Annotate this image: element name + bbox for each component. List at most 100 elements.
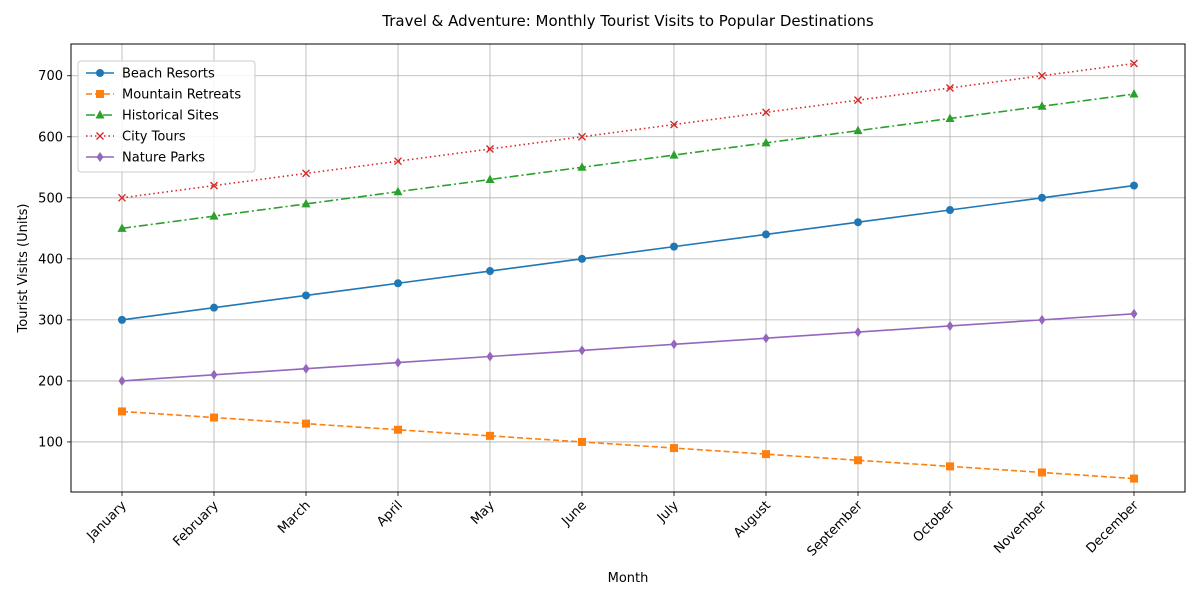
x-tick-label: December <box>1084 498 1143 557</box>
data-point <box>946 320 954 331</box>
data-point <box>209 211 219 220</box>
data-point <box>394 425 402 434</box>
series-line <box>121 184 1135 321</box>
y-axis-label: Tourist Visits (Units) <box>16 204 31 334</box>
x-tick-label: November <box>991 498 1050 557</box>
data-point <box>1038 193 1046 202</box>
data-point <box>394 279 402 288</box>
x-tick-label: July <box>654 498 682 526</box>
data-point <box>578 132 586 141</box>
legend-label: Mountain Retreats <box>122 88 241 103</box>
x-tick-label: March <box>275 498 314 537</box>
data-point <box>393 186 403 196</box>
data-point <box>302 363 310 374</box>
data-point <box>670 444 678 453</box>
legend-entry: Mountain Retreats <box>86 88 241 103</box>
data-point <box>210 303 218 312</box>
series-line <box>121 410 1135 480</box>
data-point <box>762 333 770 344</box>
x-tick-label: April <box>374 498 406 530</box>
data-point <box>486 431 494 440</box>
legend-marker <box>95 110 105 119</box>
data-point <box>761 137 771 147</box>
legend-entry: Nature Parks <box>86 151 205 166</box>
series-line <box>121 93 1135 230</box>
chart-title: Travel & Adventure: Monthly Tourist Visi… <box>381 12 874 30</box>
data-point <box>485 174 495 183</box>
data-point <box>762 230 770 239</box>
data-point <box>1037 101 1047 110</box>
data-point <box>670 339 678 350</box>
legend-marker <box>96 132 104 140</box>
legend-marker <box>96 90 104 98</box>
legend-marker <box>96 152 104 162</box>
data-point <box>302 291 310 300</box>
series-city-tours <box>118 59 1138 202</box>
x-tick-label: June <box>558 498 589 529</box>
x-tick-label: October <box>910 498 958 546</box>
data-point <box>1038 468 1046 477</box>
data-point <box>1130 181 1138 190</box>
data-point <box>118 315 126 324</box>
data-point <box>486 351 494 362</box>
data-point <box>669 150 679 159</box>
x-tick-label: September <box>804 498 866 560</box>
data-point <box>302 419 310 428</box>
legend-label: Historical Sites <box>122 109 219 124</box>
data-point <box>854 327 862 338</box>
data-point <box>394 157 402 166</box>
y-tick-label: 100 <box>38 435 63 450</box>
legend: Beach Resorts Mountain Retreats Historical… <box>77 60 256 173</box>
data-point <box>486 144 494 153</box>
legend-entry: Beach Resorts <box>86 67 215 82</box>
data-point <box>1130 59 1138 68</box>
data-point <box>577 162 587 171</box>
grid <box>71 44 1185 492</box>
data-point <box>1129 89 1139 98</box>
series-lines <box>117 59 1139 483</box>
data-point <box>854 218 862 227</box>
data-point <box>210 369 218 380</box>
plot-area-frame <box>70 43 1186 493</box>
data-point <box>1130 308 1138 319</box>
y-tick-label: 700 <box>38 69 63 84</box>
data-point <box>486 267 494 276</box>
data-point <box>210 413 218 422</box>
data-point <box>118 407 126 416</box>
data-point <box>118 193 126 202</box>
legend-box <box>77 60 256 173</box>
legend-marker <box>96 69 104 77</box>
data-point <box>762 450 770 459</box>
data-point <box>670 120 678 129</box>
data-point <box>854 456 862 465</box>
legend-entry: City Tours <box>86 130 186 145</box>
data-point <box>1130 474 1138 483</box>
data-point <box>578 254 586 263</box>
x-tick-label: May <box>468 498 498 528</box>
data-point <box>946 206 954 215</box>
y-tick-label: 600 <box>38 130 63 145</box>
series-beach-resorts <box>118 181 1138 324</box>
data-point <box>853 125 863 135</box>
x-tick-label: August <box>731 498 774 541</box>
y-tick-label: 400 <box>38 252 63 267</box>
legend-label: City Tours <box>122 130 186 145</box>
y-tick-label: 200 <box>38 374 63 389</box>
data-point <box>210 181 218 190</box>
x-axis-label: Month <box>608 571 649 586</box>
data-point <box>945 113 955 122</box>
x-tick-label: January <box>84 498 130 544</box>
data-point <box>946 462 954 471</box>
legend-label: Beach Resorts <box>122 67 215 82</box>
x-tick-label: February <box>170 498 222 550</box>
series-line <box>121 312 1135 382</box>
legend-label: Nature Parks <box>122 151 205 166</box>
data-point <box>578 437 586 446</box>
series-historical-sites <box>117 89 1139 232</box>
data-point <box>946 83 954 92</box>
data-point <box>117 223 127 232</box>
series-nature-parks <box>118 308 1138 386</box>
legend-entry: Historical Sites <box>86 109 219 124</box>
data-point <box>854 96 862 105</box>
